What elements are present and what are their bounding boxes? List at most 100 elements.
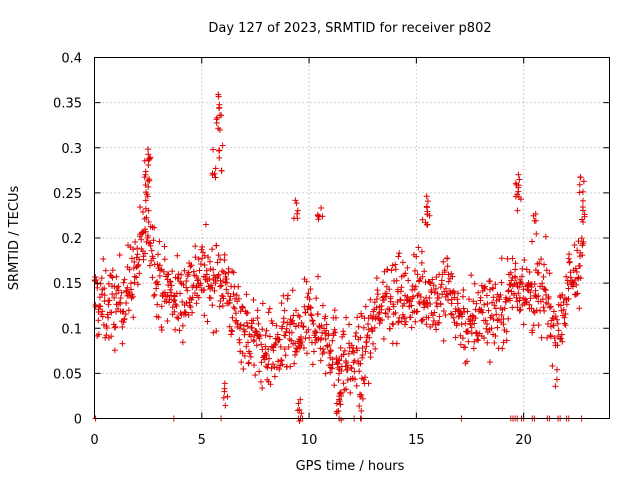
data-point (468, 324, 475, 331)
data-point (577, 262, 584, 269)
data-point (297, 396, 304, 403)
data-point (123, 287, 130, 294)
data-point (376, 315, 383, 322)
data-point (437, 300, 444, 307)
data-point (512, 260, 519, 267)
data-point (519, 280, 526, 287)
data-point (196, 267, 203, 274)
data-point (546, 270, 553, 277)
data-point (380, 279, 387, 286)
data-point (397, 296, 404, 303)
data-point (579, 188, 586, 195)
data-point (103, 325, 110, 332)
data-point (444, 263, 451, 270)
data-point (298, 339, 305, 346)
data-point (294, 207, 301, 214)
data-point (507, 269, 514, 276)
data-point (228, 327, 235, 334)
data-point (123, 288, 130, 295)
data-point (130, 293, 137, 300)
data-point (211, 287, 218, 294)
data-point (221, 388, 228, 395)
data-point (250, 338, 257, 345)
data-point (458, 321, 465, 328)
data-point (574, 290, 581, 297)
data-point (150, 292, 157, 299)
data-point (292, 307, 299, 314)
data-point (531, 217, 538, 224)
data-point (323, 321, 330, 328)
data-point (212, 165, 219, 172)
y-tick-label: 0.1 (61, 322, 82, 337)
y-axis-tick-labels: 0 0.05 0.1 0.15 0.2 0.25 0.3 0.35 0.4 (53, 52, 82, 428)
data-point (421, 304, 428, 311)
data-point (115, 283, 122, 290)
data-point (356, 403, 363, 410)
data-point (533, 230, 540, 237)
data-point (429, 312, 436, 319)
data-point (494, 324, 501, 331)
data-point (125, 307, 132, 314)
data-point (365, 380, 372, 387)
data-point (216, 126, 223, 133)
data-point (296, 313, 303, 320)
data-point (503, 337, 510, 344)
data-point (151, 291, 158, 298)
data-point (168, 282, 175, 289)
data-point (424, 299, 431, 306)
data-point (306, 334, 313, 341)
data-point (343, 386, 350, 393)
data-point (229, 268, 236, 275)
data-point (217, 256, 224, 263)
data-point (492, 332, 499, 339)
data-point (573, 268, 580, 275)
data-point (425, 314, 432, 321)
y-tick-label: 0.3 (61, 142, 82, 157)
data-point (454, 290, 461, 297)
data-point (300, 345, 307, 352)
data-point (287, 363, 294, 370)
data-point (326, 342, 333, 349)
data-point (165, 271, 172, 278)
data-point (433, 326, 440, 333)
data-point (275, 358, 282, 365)
data-point (340, 351, 347, 358)
data-point (348, 365, 355, 372)
data-point (500, 321, 507, 328)
data-point (241, 352, 248, 359)
data-point (483, 325, 490, 332)
data-point (210, 146, 217, 153)
data-point (395, 253, 402, 260)
data-point (445, 297, 452, 304)
x-tick-label: 10 (301, 433, 318, 448)
data-point (227, 293, 234, 300)
data-point (137, 204, 144, 211)
data-point (251, 362, 258, 369)
data-point (185, 312, 192, 319)
data-point (457, 309, 464, 316)
data-point (174, 314, 181, 321)
data-point (113, 273, 120, 280)
data-point (232, 310, 239, 317)
data-point (399, 259, 406, 266)
data-point (109, 274, 116, 281)
data-point (538, 334, 545, 341)
data-point (499, 345, 506, 352)
data-point (517, 196, 524, 203)
data-point (145, 239, 152, 246)
data-point (530, 308, 537, 315)
data-point (222, 402, 229, 409)
data-point (156, 262, 163, 269)
y-tick-label: 0.15 (53, 277, 82, 292)
data-point (431, 309, 438, 316)
data-point (276, 336, 283, 343)
data-point (535, 292, 542, 299)
data-point (261, 356, 268, 363)
data-point (378, 303, 385, 310)
data-point (142, 226, 149, 233)
data-point (288, 319, 295, 326)
data-point (256, 335, 263, 342)
data-point (130, 246, 137, 253)
data-point (490, 294, 497, 301)
data-point (553, 376, 560, 383)
